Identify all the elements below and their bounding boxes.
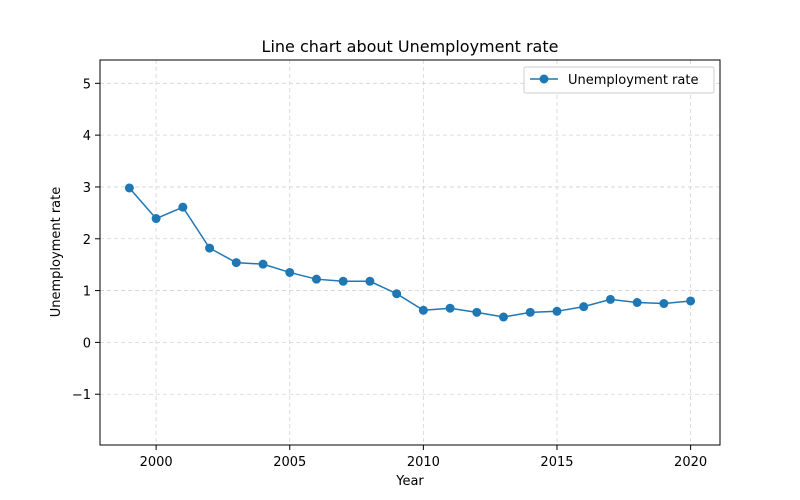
data-point bbox=[124, 183, 134, 193]
legend-marker-swatch bbox=[539, 74, 549, 84]
data-point bbox=[632, 298, 642, 308]
y-tick-label: 5 bbox=[83, 77, 91, 92]
data-point bbox=[258, 259, 268, 269]
data-point bbox=[392, 289, 402, 299]
legend-box bbox=[523, 66, 715, 94]
data-point bbox=[605, 294, 615, 304]
y-tick-label: 0 bbox=[83, 336, 91, 351]
grid-layer bbox=[100, 60, 720, 445]
chart-title: Line chart about Unemployment rate bbox=[262, 37, 559, 56]
data-point bbox=[418, 305, 428, 315]
data-point bbox=[311, 274, 321, 284]
y-tick-label: 1 bbox=[83, 285, 91, 300]
y-axis-label: Unemployment rate bbox=[49, 187, 64, 317]
y-tick-label: 2 bbox=[83, 233, 91, 248]
data-point bbox=[365, 276, 375, 286]
x-tick-label: 2020 bbox=[674, 455, 707, 470]
series-layer bbox=[124, 183, 696, 322]
data-point bbox=[659, 299, 669, 309]
tick-layer: 2000 2005 2010 2015 2020 −1 0 1 2 3 4 5 bbox=[72, 77, 707, 470]
series-line bbox=[128, 187, 691, 318]
data-point bbox=[231, 258, 241, 268]
data-point bbox=[552, 306, 562, 316]
data-point bbox=[178, 202, 188, 212]
x-axis-label: Year bbox=[395, 474, 424, 489]
data-point bbox=[472, 307, 482, 317]
y-tick-label: 4 bbox=[83, 129, 91, 144]
x-tick-label: 2000 bbox=[140, 455, 173, 470]
plot-frame bbox=[99, 59, 721, 446]
data-point bbox=[499, 312, 509, 322]
legend-label: Unemployment rate bbox=[568, 73, 698, 88]
data-point bbox=[338, 276, 348, 286]
y-tick-label: 3 bbox=[83, 181, 91, 196]
x-tick-label: 2010 bbox=[407, 455, 440, 470]
data-point bbox=[579, 302, 589, 312]
x-tick-label: 2015 bbox=[540, 455, 573, 470]
data-point bbox=[445, 303, 455, 313]
data-point bbox=[525, 307, 535, 317]
data-point bbox=[205, 243, 215, 253]
y-tick-label: −1 bbox=[72, 388, 91, 403]
data-point bbox=[285, 267, 295, 277]
legend: Unemployment rate bbox=[523, 66, 715, 94]
data-point bbox=[151, 214, 161, 224]
x-tick-label: 2005 bbox=[273, 455, 306, 470]
data-point bbox=[686, 296, 696, 306]
